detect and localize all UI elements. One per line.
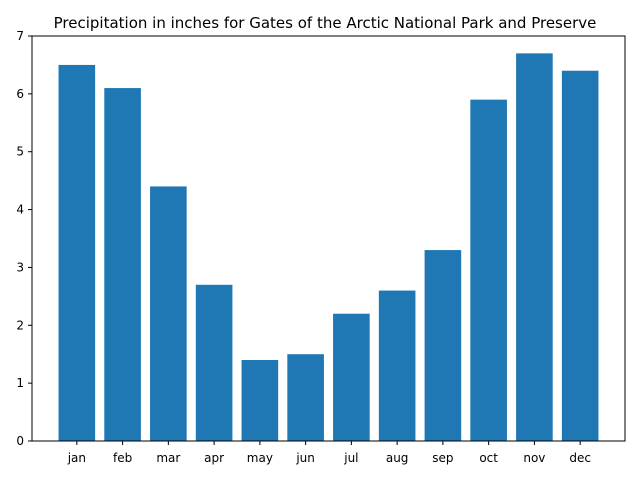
bar-feb bbox=[104, 88, 141, 442]
x-tick-label: jul bbox=[343, 451, 358, 465]
plot-frame bbox=[31, 35, 626, 442]
y-tick-label: 6 bbox=[16, 87, 24, 101]
bar-apr bbox=[195, 284, 233, 441]
x-tick-label: oct bbox=[479, 451, 498, 465]
bar-jul bbox=[333, 313, 370, 441]
x-tick-label: feb bbox=[113, 451, 132, 465]
chart-title: Precipitation in inches for Gates of the… bbox=[54, 14, 597, 32]
x-axis-ticks: jan feb mar apr may jun jul aug sep oct nov dec bbox=[67, 441, 591, 465]
bar-oct bbox=[470, 99, 507, 442]
bars-group bbox=[58, 53, 599, 442]
y-tick-label: 0 bbox=[16, 434, 24, 448]
y-axis-ticks: 0 1 2 3 4 5 6 7 bbox=[16, 29, 32, 448]
bar-aug bbox=[378, 290, 416, 441]
x-tick-label: jan bbox=[67, 451, 86, 465]
x-tick-label: mar bbox=[156, 451, 180, 465]
x-tick-label: dec bbox=[569, 451, 591, 465]
y-tick-label: 7 bbox=[16, 29, 24, 43]
bar-jun bbox=[287, 354, 324, 441]
y-tick-label: 3 bbox=[16, 260, 24, 274]
y-tick-label: 2 bbox=[16, 318, 24, 332]
bar-jan bbox=[58, 64, 96, 441]
x-tick-label: apr bbox=[204, 451, 224, 465]
bar-dec bbox=[561, 70, 599, 441]
x-tick-label: nov bbox=[523, 451, 545, 465]
y-tick-label: 4 bbox=[16, 203, 24, 217]
y-tick-label: 5 bbox=[16, 145, 24, 159]
bar-nov bbox=[516, 53, 553, 441]
y-tick-label: 1 bbox=[16, 376, 24, 390]
x-tick-label: aug bbox=[386, 451, 409, 465]
x-tick-label: sep bbox=[432, 451, 453, 465]
x-tick-label: jun bbox=[295, 451, 315, 465]
x-tick-label: may bbox=[247, 451, 273, 465]
bar-mar bbox=[150, 186, 187, 441]
bar-sep bbox=[424, 250, 462, 441]
bar-may bbox=[241, 360, 279, 441]
